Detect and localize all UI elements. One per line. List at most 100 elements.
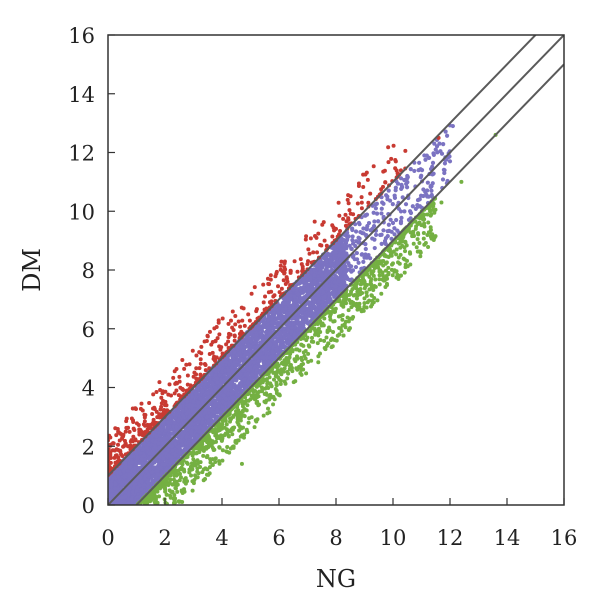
data-point [144,445,149,450]
data-point [198,396,203,401]
data-point [282,335,287,341]
data-point [418,175,423,180]
data-point [262,355,267,361]
data-point [215,380,220,385]
data-point [178,438,183,443]
data-point [145,483,150,488]
data-point [196,429,202,434]
data-point [298,287,303,292]
data-point [267,359,272,364]
data-point [247,375,252,380]
data-point [125,469,130,474]
data-point [291,287,296,292]
data-point [264,350,269,355]
data-point [417,160,422,165]
data-point [294,302,300,307]
data-point [142,453,147,458]
data-point [184,399,190,404]
data-point [130,489,135,495]
data-point [180,431,185,437]
data-point [282,301,287,306]
data-point [308,278,313,283]
data-point [116,474,121,479]
data-point [142,442,147,447]
data-point [129,460,135,465]
data-point [178,404,183,409]
data-point [159,472,164,477]
data-point [296,292,301,297]
data-point [110,476,115,481]
data-point [157,431,162,436]
data-point [288,310,294,315]
data-point [284,311,290,316]
data-point [240,388,245,393]
data-point [189,432,194,437]
data-point [447,159,453,164]
data-point [326,291,332,296]
data-point [266,326,271,331]
data-point [145,479,150,485]
data-point [261,360,266,365]
data-point [274,307,279,312]
data-point [212,388,218,393]
data-point [143,474,148,479]
data-point [200,389,205,394]
data-point [259,335,264,340]
data-point [232,359,237,365]
data-point [129,454,134,459]
data-point [303,294,308,299]
data-point [320,277,326,282]
data-point [286,334,292,339]
data-point [119,495,124,500]
data-point [310,296,315,301]
data-point [248,339,253,344]
data-point [270,314,276,319]
data-point [252,326,257,332]
data-point [386,188,391,193]
data-point [178,451,183,456]
data-point [312,299,318,304]
data-point [134,488,139,493]
data-point [374,211,380,216]
data-point [301,323,306,328]
data-point [173,441,178,446]
data-point [268,342,273,348]
data-point [244,364,249,369]
data-point [243,349,248,354]
data-point [390,202,395,207]
data-point [226,368,231,373]
data-point [237,385,243,391]
data-point [131,485,136,490]
data-point [262,320,267,325]
data-point [156,445,162,450]
data-point [146,441,151,447]
data-point [317,258,323,263]
data-point [176,444,181,449]
data-point [312,273,317,278]
data-point [297,280,302,285]
data-point [282,344,288,349]
data-point [185,395,190,400]
data-point [304,317,309,322]
data-point [292,332,297,337]
data-point [195,420,201,425]
data-point [213,403,218,408]
data-point [308,275,313,280]
data-point [341,280,347,285]
data-point [209,372,214,377]
data-point [271,326,276,331]
data-point [161,419,166,424]
data-point [254,336,259,341]
data-point [245,371,251,377]
data-point [269,320,275,325]
data-point [124,479,129,484]
data-point [295,315,300,321]
data-point [372,237,377,242]
data-point [139,479,145,485]
data-point [379,211,384,216]
data-point [184,434,189,439]
data-point [285,301,291,306]
data-point [167,433,172,438]
data-point [353,264,359,270]
data-point [192,407,197,413]
